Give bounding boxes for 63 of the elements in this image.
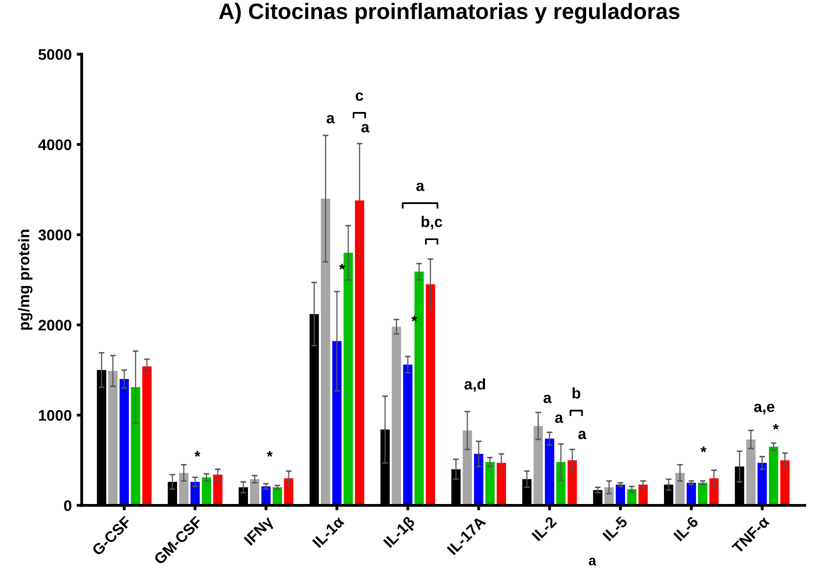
bar — [758, 462, 767, 506]
annotation: a — [555, 414, 564, 423]
annotation: * — [266, 451, 273, 457]
bar — [638, 484, 648, 506]
annotation: a,e — [754, 404, 774, 414]
y-tick-label: 2000 — [38, 320, 72, 331]
bar — [616, 484, 626, 506]
bar — [474, 454, 484, 506]
bar — [344, 252, 353, 506]
x-tick-label: IL-6 — [673, 516, 699, 542]
annotation: b — [572, 387, 580, 399]
bar — [250, 479, 260, 506]
annotation: * — [194, 451, 200, 457]
bar — [462, 430, 472, 506]
bar — [534, 426, 543, 506]
bar — [675, 472, 685, 506]
x-tick-label: IL-5 — [602, 516, 628, 542]
bar — [556, 462, 566, 506]
chart-title: A) Citocinas proinflamatorias y reguladoras — [219, 2, 680, 24]
bar — [332, 341, 342, 506]
y-tick-label: 0 — [64, 500, 72, 512]
annotation: a — [326, 115, 335, 124]
bar — [108, 370, 118, 506]
annotation: a — [544, 394, 552, 404]
bar — [202, 477, 212, 506]
annotation: a,d — [464, 378, 486, 392]
bar — [190, 482, 200, 506]
bar — [392, 326, 402, 506]
bar — [568, 460, 577, 506]
annotation: a — [416, 182, 424, 192]
bar — [485, 462, 495, 506]
annotation: b,c — [422, 216, 442, 230]
bar — [354, 200, 364, 506]
bar — [403, 364, 412, 506]
bar — [272, 487, 282, 506]
bar — [142, 366, 152, 506]
bar — [130, 387, 140, 506]
bar — [746, 439, 756, 506]
bar — [179, 472, 188, 506]
bar — [120, 379, 129, 506]
bar — [627, 489, 636, 506]
bar — [686, 482, 696, 506]
annotation: * — [772, 424, 779, 430]
y-tick-label: 5000 — [38, 49, 72, 60]
bar — [768, 446, 778, 506]
x-tick-label: IL-2 — [531, 516, 557, 542]
bar — [213, 474, 222, 506]
bar — [780, 460, 790, 506]
annotation: a — [578, 430, 586, 440]
bar — [320, 198, 330, 506]
bar — [426, 284, 436, 506]
annotation: * — [700, 446, 706, 452]
y-tick-label: 4000 — [38, 139, 72, 150]
bar — [284, 478, 294, 506]
bar — [496, 462, 506, 506]
y-tick-label: 1000 — [38, 410, 72, 421]
bar — [698, 482, 708, 506]
y-axis-title: pg/mg protein — [18, 230, 32, 330]
annotation: a — [361, 124, 370, 132]
bar — [544, 438, 554, 506]
y-tick-label: 3000 — [38, 230, 72, 240]
annotation: c — [356, 92, 364, 101]
text: a — [588, 558, 596, 566]
